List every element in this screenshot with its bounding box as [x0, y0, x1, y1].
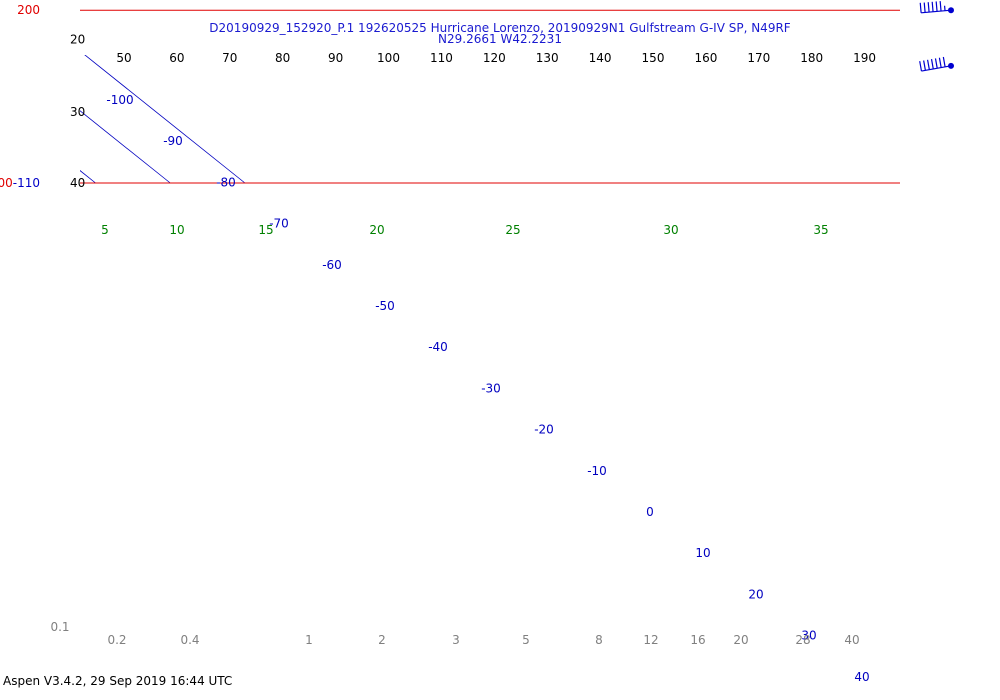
mixing-ratio-label: 1: [305, 633, 313, 647]
axis-labels: 100-110200300400500600700800900100050607…: [0, 3, 876, 684]
pressure-tick-label: 100-110: [0, 176, 40, 190]
wind-barb: [919, 56, 954, 72]
isotherm-label: -50: [375, 299, 395, 313]
mixing-ratio-label: 16: [690, 633, 705, 647]
top-scale-label: 120: [483, 51, 506, 65]
top-scale-label: 180: [800, 51, 823, 65]
top-scale-label: 170: [747, 51, 770, 65]
moist-adiabat-label: 20: [369, 223, 384, 237]
moist-adiabat-label: 15: [258, 223, 273, 237]
isotherm-label: -30: [481, 381, 501, 395]
wind-barb: [919, 1, 954, 14]
dry-adiabat-line: [0, 0, 7, 183]
top-scale-label: 80: [275, 51, 290, 65]
isotherm-label: -80: [216, 175, 236, 189]
isotherm-label: 40: [854, 670, 869, 684]
pressure-tick-label: 200: [17, 3, 40, 17]
top-scale-label: 140: [589, 51, 612, 65]
isotherm-label: 0: [646, 505, 654, 519]
isotherm-label: -70: [269, 217, 289, 231]
left-temperature-label: 30: [70, 105, 85, 119]
footer-version: Aspen V3.4.2, 29 Sep 2019 16:44 UTC: [3, 674, 233, 688]
mixing-ratio-label: 0.4: [180, 633, 199, 647]
top-scale-label: 70: [222, 51, 237, 65]
top-scale-label: 50: [116, 51, 131, 65]
mixing-ratio-label: 3: [452, 633, 460, 647]
top-scale-label: 150: [642, 51, 665, 65]
isotherm-label: -40: [428, 340, 448, 354]
chart-title: D20190929_152920_P.1 192620525 Hurricane…: [209, 21, 790, 35]
moist-adiabat-label: 35: [813, 223, 828, 237]
background-lines: [0, 0, 246, 184]
isotherm-label: -60: [322, 258, 342, 272]
isotherm-line: [80, 110, 171, 184]
mixing-ratio-label: 12: [643, 633, 658, 647]
mixing-ratio-label: 0.2: [107, 633, 126, 647]
isobar-lines: [80, 9, 900, 184]
left-temperature-label: 40: [70, 176, 85, 190]
isotherm-line: [0, 0, 21, 183]
top-scale-label: 100: [377, 51, 400, 65]
top-scale-label: 160: [694, 51, 717, 65]
top-scale-label: 110: [430, 51, 453, 65]
moist-adiabat-label: 10: [169, 223, 184, 237]
top-scale-label: 130: [536, 51, 559, 65]
moist-adiabat-label: 25: [505, 223, 520, 237]
wind-barbs: [919, 1, 954, 72]
isotherm-label: -90: [163, 134, 183, 148]
isotherm-label: -20: [534, 423, 554, 437]
mixing-ratio-label: 5: [522, 633, 530, 647]
top-scale-label: 190: [853, 51, 876, 65]
dry-adiabat-line: [0, 0, 83, 183]
mixing-ratio-label: 0.1: [50, 620, 69, 634]
top-scale-label: 60: [169, 51, 184, 65]
isotherm-label: -100: [106, 93, 133, 107]
mixing-ratio-label: 20: [733, 633, 748, 647]
isotherm-line: [84, 55, 246, 184]
isotherm-label: 30: [801, 629, 816, 643]
dry-adiabat-line: [0, 0, 235, 183]
mixing-ratio-label: 8: [595, 633, 603, 647]
mixing-ratio-label: 2: [378, 633, 386, 647]
isotherm-label: 10: [695, 546, 710, 560]
left-temperature-label: 20: [70, 32, 85, 46]
top-scale-label: 90: [328, 51, 343, 65]
dry-adiabat-line: [0, 0, 159, 183]
mixing-ratio-label: 28: [795, 633, 810, 647]
moist-adiabat-label: 5: [101, 223, 109, 237]
isotherm-label: 20: [748, 587, 763, 601]
isotherm-label: -10: [587, 464, 607, 478]
mixing-ratio-label: 40: [844, 633, 859, 647]
isotherm-line: [80, 170, 96, 184]
moist-adiabat-label: 30: [663, 223, 678, 237]
chart-subtitle: N29.2661 W42.2231: [438, 32, 562, 46]
